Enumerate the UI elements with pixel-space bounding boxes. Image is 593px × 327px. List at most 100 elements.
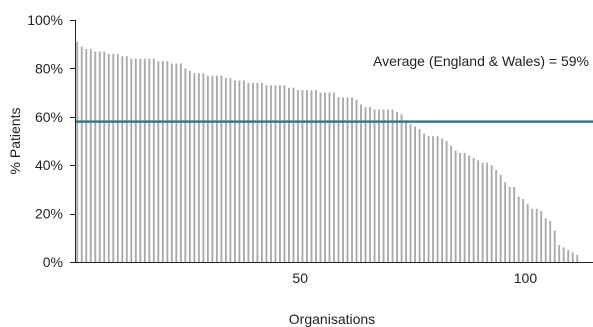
bar — [540, 211, 543, 262]
bar — [288, 87, 290, 262]
bar — [279, 85, 281, 262]
y-tick-label: 20% — [35, 206, 63, 222]
bar — [369, 107, 371, 263]
bar — [112, 53, 115, 262]
bar — [211, 75, 214, 262]
bar — [324, 92, 326, 262]
bar — [508, 186, 511, 262]
bar — [301, 90, 304, 263]
bar — [441, 138, 444, 262]
y-tick-labels: 0% 20% 40% 60% 80% 100% — [27, 12, 63, 270]
bar — [184, 68, 187, 263]
bar — [306, 90, 308, 263]
bar — [346, 97, 349, 262]
bar — [409, 124, 412, 262]
bar — [292, 87, 295, 262]
axes-group — [70, 20, 593, 263]
bar — [427, 136, 430, 262]
bar — [378, 109, 380, 262]
bar — [121, 56, 124, 262]
bar — [553, 230, 556, 262]
bar — [481, 162, 484, 262]
bar — [107, 53, 110, 262]
bar — [418, 128, 421, 262]
x-tick-labels: 50 100 — [292, 270, 537, 286]
bar — [197, 73, 200, 263]
bar — [567, 249, 570, 262]
bar — [80, 46, 83, 263]
bar — [477, 160, 480, 262]
bar — [206, 75, 209, 262]
average-label: Average (England & Wales) = 59% — [373, 53, 589, 69]
bar — [373, 109, 376, 262]
bar — [157, 61, 160, 262]
bar — [387, 109, 389, 262]
bar — [522, 199, 525, 262]
bar — [490, 165, 493, 262]
bar — [179, 63, 182, 263]
bar — [85, 49, 88, 262]
bar — [98, 51, 101, 263]
bar — [274, 85, 277, 262]
bar — [152, 58, 155, 262]
bar — [328, 92, 331, 262]
bar — [382, 109, 385, 262]
bar — [400, 114, 403, 262]
bar — [188, 70, 191, 262]
bar — [517, 196, 520, 262]
bar — [143, 58, 146, 262]
bar — [576, 254, 579, 262]
bar — [139, 58, 142, 262]
bar — [116, 53, 119, 262]
bar — [238, 80, 241, 262]
bar — [269, 85, 272, 262]
bar — [247, 82, 250, 262]
bar — [499, 174, 502, 262]
bar — [459, 153, 462, 262]
bar — [495, 170, 498, 262]
bar — [315, 90, 317, 263]
bar — [233, 80, 236, 262]
y-tick-label: 60% — [35, 109, 63, 125]
x-tick-label: 50 — [292, 270, 308, 286]
bar — [220, 75, 223, 262]
bar — [391, 109, 394, 262]
bar — [103, 51, 106, 263]
bar — [170, 63, 173, 263]
bar — [224, 78, 227, 262]
bar — [526, 203, 529, 262]
bar — [242, 80, 245, 262]
bar — [405, 121, 408, 262]
bar — [504, 182, 507, 262]
bar — [193, 73, 196, 263]
bar — [423, 133, 426, 262]
bar — [319, 92, 322, 262]
bar — [76, 41, 79, 262]
bar — [94, 51, 97, 263]
bar — [549, 220, 552, 262]
bar — [445, 141, 448, 262]
y-tick-label: 40% — [35, 157, 63, 173]
bar — [215, 75, 218, 262]
x-axis-title: Organisations — [289, 311, 375, 327]
bar — [89, 49, 92, 262]
bar — [463, 153, 466, 262]
bar — [175, 63, 178, 263]
bar — [342, 97, 344, 262]
bar — [432, 136, 435, 262]
bar — [134, 58, 137, 262]
bar — [364, 107, 367, 263]
bar — [310, 90, 313, 263]
bar — [450, 145, 453, 262]
bar — [414, 126, 417, 262]
bar — [256, 82, 259, 262]
bar — [562, 247, 565, 262]
bar — [351, 97, 353, 262]
y-tick-label: 0% — [43, 254, 63, 270]
bar — [454, 150, 457, 262]
bar — [436, 136, 439, 262]
bar — [486, 162, 489, 262]
y-tick-label: 100% — [27, 12, 63, 28]
